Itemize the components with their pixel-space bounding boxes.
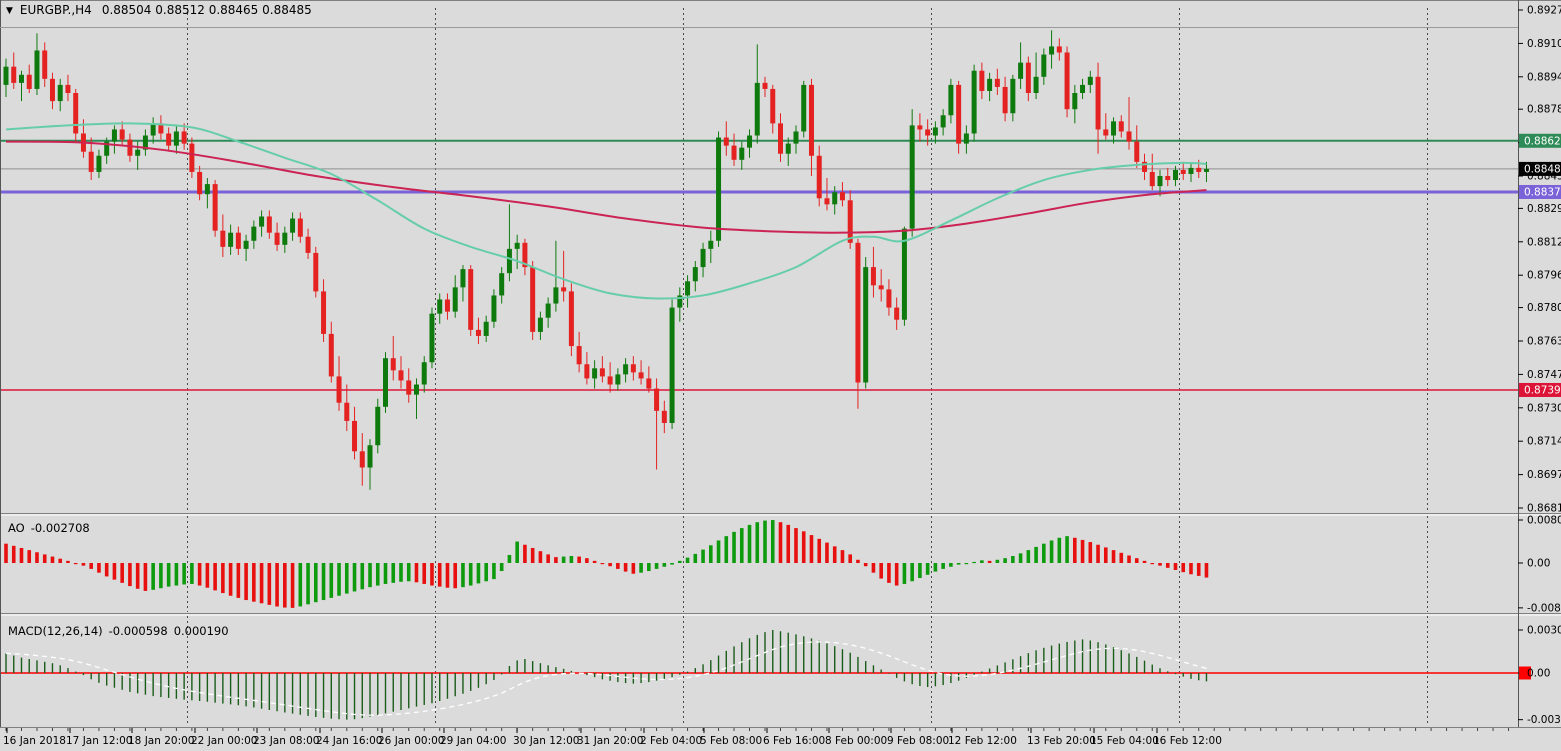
svg-text:0.00: 0.00 (1527, 668, 1550, 680)
time-axis-area[interactable] (0, 728, 1561, 751)
svg-text:17 Jan 12:00: 17 Jan 12:00 (66, 735, 132, 747)
ao-value: -0.002708 (30, 521, 90, 535)
svg-text:24 Jan 16:00: 24 Jan 16:00 (316, 735, 382, 747)
svg-text:8 Feb 00:00: 8 Feb 00:00 (825, 735, 887, 747)
chart-title-bar: ▼ EURGBP.,H4 0.88504 0.88512 0.88465 0.884… (6, 3, 312, 17)
macd-histogram (5, 630, 1208, 720)
candlestick-series (3, 30, 1209, 490)
svg-text:30 Jan 12:00: 30 Jan 12:00 (513, 735, 579, 747)
svg-text:18 Jan 20:00: 18 Jan 20:00 (128, 735, 194, 747)
ma-slow-line (5, 140, 1207, 234)
svg-text:0.88780: 0.88780 (1527, 104, 1561, 116)
ohlc-values: 0.88504 0.88512 0.88465 0.88485 (101, 3, 312, 17)
ma-fast-line (5, 122, 1207, 300)
ao-axis-labels[interactable]: 0.008009 0.00 -0.008358 (1518, 515, 1561, 615)
ao-name: AO (8, 521, 25, 535)
price-badge-0.87393 (1519, 382, 1561, 397)
time-axis-labels[interactable]: 16 Jan 201817 Jan 12:0018 Jan 20:0022 Ja… (3, 728, 1510, 747)
svg-text:0.87140: 0.87140 (1527, 436, 1561, 448)
svg-text:29 Jan 04:00: 29 Jan 04:00 (440, 735, 506, 747)
svg-text:0.87305: 0.87305 (1527, 402, 1561, 414)
macd-indicator-label: MACD(12,26,14) -0.000598 0.000190 (8, 624, 235, 638)
price-badges: 0.88624 0.88485 0.88371 0.87393 (1519, 133, 1561, 397)
svg-text:0.89270: 0.89270 (1527, 5, 1561, 17)
price-badge-0.88485 (1519, 161, 1561, 176)
collapse-ohlc-icon[interactable]: ▼ (6, 6, 13, 16)
price-axis-area[interactable] (1519, 0, 1561, 727)
symbol-period-label: EURGBP.,H4 (19, 3, 92, 17)
svg-text:0.88125: 0.88125 (1527, 236, 1561, 248)
svg-text:0.88290: 0.88290 (1527, 203, 1561, 215)
svg-text:2 Feb 04:00: 2 Feb 04:00 (640, 735, 702, 747)
period-separators (187, 8, 1428, 726)
svg-text:0.87960: 0.87960 (1527, 270, 1561, 282)
svg-text:5 Feb 08:00: 5 Feb 08:00 (700, 735, 762, 747)
ao-indicator-label: AO -0.002708 (8, 521, 96, 535)
svg-text:15 Feb 04:00: 15 Feb 04:00 (1090, 735, 1159, 747)
svg-text:0.88371: 0.88371 (1524, 186, 1561, 198)
ao-panel[interactable] (0, 516, 1518, 612)
svg-text:9 Feb 08:00: 9 Feb 08:00 (887, 735, 949, 747)
ao-histogram (4, 520, 1209, 608)
svg-text:0.87800: 0.87800 (1527, 302, 1561, 314)
svg-text:0.86810: 0.86810 (1527, 503, 1561, 515)
svg-text:23 Jan 08:00: 23 Jan 08:00 (253, 735, 319, 747)
svg-text:0.00307: 0.00307 (1527, 625, 1561, 637)
macd-signal-value: 0.000190 (173, 624, 229, 638)
macd-axis-labels[interactable]: 0.00307 0.00 -0.003332 (1518, 625, 1561, 727)
svg-text:0.87635: 0.87635 (1527, 335, 1561, 347)
price-axis-labels[interactable]: 0.892700.891050.889400.887800.886150.884… (1518, 5, 1561, 515)
svg-text:0.88485: 0.88485 (1524, 163, 1561, 175)
macd-signal-line (5, 641, 1207, 716)
macd-value: -0.000598 (108, 624, 168, 638)
svg-text:31 Jan 20:00: 31 Jan 20:00 (577, 735, 643, 747)
svg-text:26 Jan 00:00: 26 Jan 00:00 (378, 735, 444, 747)
svg-text:0.87393: 0.87393 (1524, 384, 1561, 396)
svg-text:0.87470: 0.87470 (1527, 369, 1561, 381)
macd-name: MACD(12,26,14) (8, 624, 103, 638)
main-chart-area[interactable] (0, 8, 1518, 512)
svg-text:0.86975: 0.86975 (1527, 469, 1561, 481)
svg-text:-0.008358: -0.008358 (1527, 602, 1561, 614)
svg-text:13 Feb 20:00: 13 Feb 20:00 (1027, 735, 1096, 747)
svg-text:12 Feb 12:00: 12 Feb 12:00 (948, 735, 1017, 747)
svg-text:16 Jan 2018: 16 Jan 2018 (3, 735, 66, 747)
svg-text:-0.003332: -0.003332 (1527, 714, 1561, 726)
svg-text:22 Jan 00:00: 22 Jan 00:00 (191, 735, 257, 747)
svg-text:0.88940: 0.88940 (1527, 71, 1561, 83)
svg-text:16 Feb 12:00: 16 Feb 12:00 (1153, 735, 1222, 747)
price-badge-0.88624 (1519, 133, 1561, 148)
svg-text:0.89105: 0.89105 (1527, 38, 1561, 50)
svg-text:0.00: 0.00 (1527, 558, 1550, 570)
price-badge-0.88371 (1519, 184, 1561, 199)
horizontal-level-lines (0, 139, 1518, 391)
svg-text:0.008009: 0.008009 (1527, 515, 1561, 527)
svg-text:0.88624: 0.88624 (1524, 135, 1561, 147)
macd-zero-badge (1519, 666, 1531, 680)
svg-text:6 Feb 16:00: 6 Feb 16:00 (763, 735, 825, 747)
